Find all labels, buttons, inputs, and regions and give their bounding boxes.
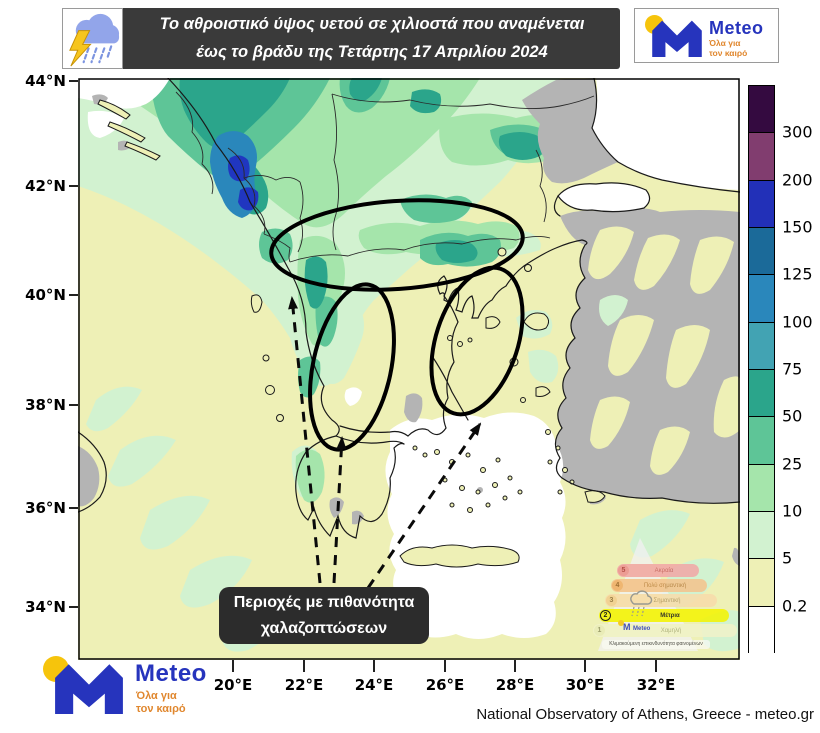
colorbar-tick-label: 5	[782, 548, 793, 568]
lon-label: 30°E	[565, 676, 605, 694]
precipitation-colorbar	[748, 85, 775, 654]
hazard-ellipse-central	[308, 282, 396, 452]
rain-bands-over-turkey	[588, 226, 740, 475]
hazard-level-pyramid: 5 Ακραία 4 Πολύ σημαντική 3 Σημαντική 2 …	[593, 538, 748, 654]
colorbar-tick-label: 300	[782, 122, 813, 142]
coastlines	[78, 78, 740, 539]
lat-label: 40°N	[25, 286, 66, 304]
meteo-logo-text: Meteo	[709, 18, 764, 38]
page-title: Το αθροιστικό ύψος υετού σε χιλιοστά που…	[128, 10, 616, 67]
colorbar-tick-label: 100	[782, 312, 813, 332]
hail-annotation-box: Περιοχές με πιθανότητα χαλαζοπτώσεων	[219, 587, 429, 644]
lat-label: 38°N	[25, 396, 66, 414]
meteo-tagline: Όλα για τον καιρό	[709, 38, 748, 58]
hazard-level-3: 3 Σημαντική	[605, 594, 717, 607]
storm-cloud-icon	[69, 13, 120, 67]
colorbar-tick-label: 10	[782, 501, 803, 521]
lon-label: 26°E	[425, 676, 465, 694]
colorbar-tick-label: 0.2	[782, 596, 808, 616]
hazard-level-1: 1 Χαμηλή	[593, 624, 737, 637]
lat-label: 36°N	[25, 499, 66, 517]
lat-label: 34°N	[25, 598, 66, 616]
colorbar-tick-label: 200	[782, 170, 813, 190]
hazard-ellipse-east	[429, 265, 525, 417]
colorbar-tick-label: 25	[782, 454, 803, 474]
hail-annotation-line-1: Περιοχές με πιθανότητα	[233, 594, 415, 611]
lon-label: 24°E	[354, 676, 394, 694]
lon-label: 20°E	[213, 676, 253, 694]
hazard-level-5: 5 Ακραία	[617, 564, 699, 577]
hazard-level-2-active: 2 Μέτρια	[599, 609, 729, 622]
pyramid-rain-cloud-icon	[630, 590, 653, 617]
header-banner	[62, 8, 620, 69]
lat-label: 44°N	[25, 72, 66, 90]
islands	[97, 99, 606, 568]
lon-label: 22°E	[284, 676, 324, 694]
sea-white	[78, 78, 740, 639]
pyramid-meteo-mini-logo: M Meteo	[618, 620, 650, 632]
arrow-to-central-ellipse	[332, 436, 347, 584]
pyramid-caption: Κλιμακούμενη επικινδυνότητα φαινομένων	[602, 640, 710, 649]
country-borders	[175, 91, 595, 263]
lon-label: 32°E	[636, 676, 676, 694]
hazard-ellipse-north	[269, 198, 525, 292]
colorbar-tick-label: 150	[782, 217, 813, 237]
title-line-2: έως το βράδυ της Τετάρτης 17 Απριλίου 20…	[196, 43, 548, 61]
meteo-tagline: Όλα για τον καιρό	[136, 690, 186, 715]
meteo-logo-bottom: Meteo Όλα για τον καιρό	[35, 650, 265, 722]
arrow-to-east-ellipse	[366, 422, 482, 589]
arrow-to-north-ellipse	[288, 296, 322, 584]
precipitation-map	[78, 78, 740, 660]
attribution-text: National Observatory of Athens, Greece -…	[476, 706, 814, 723]
pointer-arrows	[288, 296, 482, 589]
title-line-1: Το αθροιστικό ύψος υετού σε χιλιοστά που…	[159, 15, 585, 33]
colorbar-tick-label: 50	[782, 406, 803, 426]
meteo-m-icon	[652, 20, 702, 57]
meteo-logo-box-top: Meteo Όλα για τον καιρό	[634, 8, 779, 63]
meteo-m-icon	[55, 664, 123, 714]
meteo-logo-text: Meteo	[135, 660, 207, 687]
storm-icon-box	[62, 8, 123, 69]
hail-annotation-line-2: χαλαζοπτώσεων	[260, 620, 388, 637]
map-frame	[78, 78, 740, 660]
hazard-ellipses	[269, 198, 525, 452]
lon-label: 28°E	[495, 676, 535, 694]
colorbar-tick-label: 125	[782, 264, 813, 284]
lat-label: 42°N	[25, 177, 66, 195]
hazard-level-4: 4 Πολύ σημαντική	[611, 579, 707, 592]
colorbar-tick-label: 75	[782, 359, 803, 379]
